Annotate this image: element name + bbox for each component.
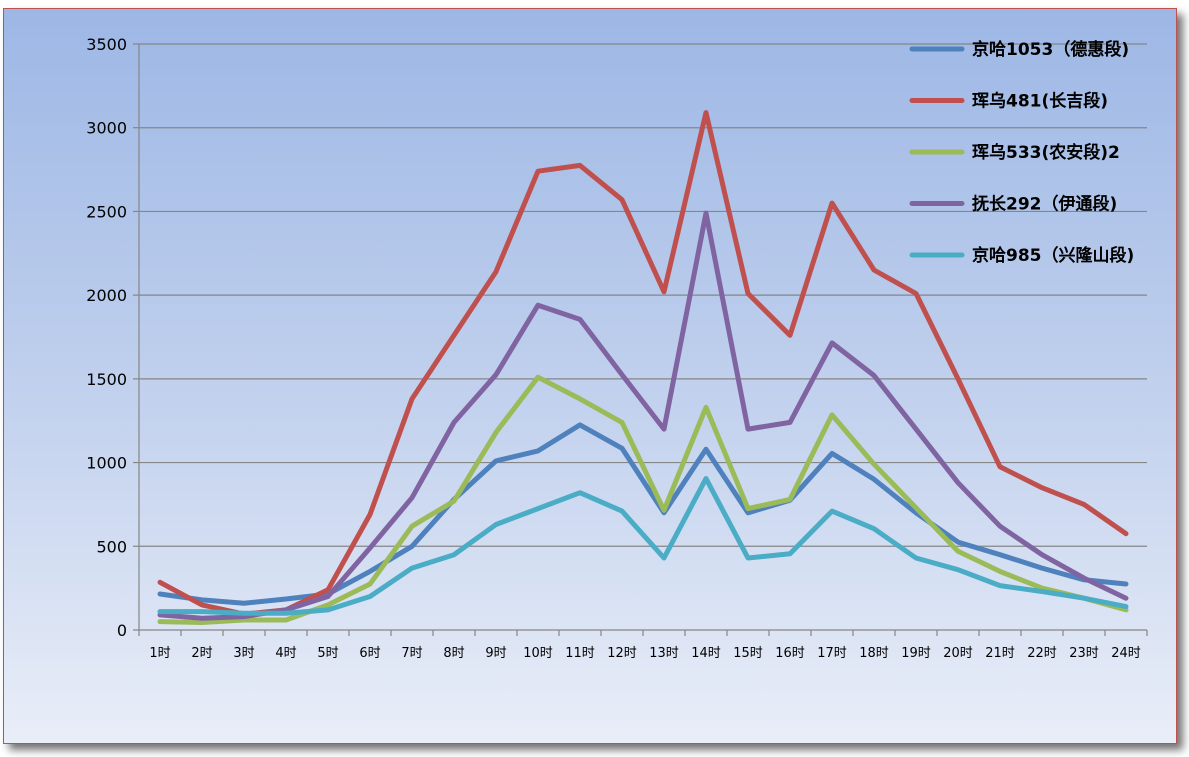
y-tick-label: 2500 xyxy=(86,202,127,221)
chart-frame: 0 500 1000 1500 2000 2500 3000 3500 1时 2时 3时 4时 5时 6… xyxy=(3,8,1177,744)
series-lines xyxy=(157,110,1129,625)
gridlines xyxy=(139,43,1147,547)
legend: 京哈1053（德惠段) 珲乌481(长吉段) 珲乌533(农安段)2 抚长292（伊通… xyxy=(909,39,1134,266)
x-tick-label: 21时 xyxy=(985,646,1015,661)
legend-label-4: 抚长292（伊通段) xyxy=(972,194,1117,215)
x-tick-label: 2时 xyxy=(191,646,212,661)
x-tick-label: 23时 xyxy=(1069,646,1099,661)
x-tick-label: 22时 xyxy=(1027,646,1057,661)
x-tick-label: 14时 xyxy=(691,646,721,661)
x-tick-label: 16时 xyxy=(775,646,805,661)
y-tick-label: 1000 xyxy=(86,454,127,473)
line-chart: 0 500 1000 1500 2000 2500 3000 3500 1时 2时 3时 4时 5时 6… xyxy=(86,35,1148,661)
y-tick-label: 500 xyxy=(96,537,127,556)
x-tick-label: 12时 xyxy=(607,646,637,661)
x-tick-label: 19时 xyxy=(901,646,931,661)
x-tick-label: 18时 xyxy=(859,646,889,661)
x-tick-label: 13时 xyxy=(649,646,679,661)
axes xyxy=(133,43,1148,636)
x-tick-label: 15时 xyxy=(733,646,763,661)
y-tick-label: 3000 xyxy=(86,119,127,138)
x-tick-label: 9时 xyxy=(485,646,506,661)
series-line-3 xyxy=(157,374,1129,625)
x-tick-labels: 1时 2时 3时 4时 5时 6时 7时 8时 9时 10时 11时 12时 13时 14时 15时 16时 1… xyxy=(149,646,1140,661)
x-tick-label: 24时 xyxy=(1111,646,1141,661)
x-tick-label: 4时 xyxy=(275,646,296,661)
legend-label-3: 珲乌533(农安段)2 xyxy=(972,142,1120,163)
x-tick-label: 6时 xyxy=(359,646,380,661)
x-tick-label: 1时 xyxy=(149,646,170,661)
x-tick-label: 20时 xyxy=(943,646,973,661)
x-tick-label: 10时 xyxy=(523,646,553,661)
x-tick-label: 8时 xyxy=(443,646,464,661)
series-line-4 xyxy=(157,210,1129,621)
x-tick-label: 5时 xyxy=(317,646,338,661)
y-tick-labels: 0 500 1000 1500 2000 2500 3000 3500 xyxy=(86,35,127,640)
y-tick-label: 1500 xyxy=(86,370,127,389)
legend-label-2: 珲乌481(长吉段) xyxy=(972,91,1108,112)
series-line-5 xyxy=(157,476,1129,616)
series-line-2 xyxy=(157,110,1129,617)
legend-label-5: 京哈985（兴隆山段) xyxy=(972,245,1134,266)
x-tick-label: 11时 xyxy=(565,646,595,661)
x-tick-label: 7时 xyxy=(401,646,422,661)
y-tick-label: 2000 xyxy=(86,286,127,305)
y-tick-label: 0 xyxy=(117,621,127,640)
x-tick-label: 17时 xyxy=(817,646,847,661)
x-tick-label: 3时 xyxy=(233,646,254,661)
legend-label-1: 京哈1053（德惠段) xyxy=(972,39,1129,60)
y-tick-label: 3500 xyxy=(86,35,127,54)
